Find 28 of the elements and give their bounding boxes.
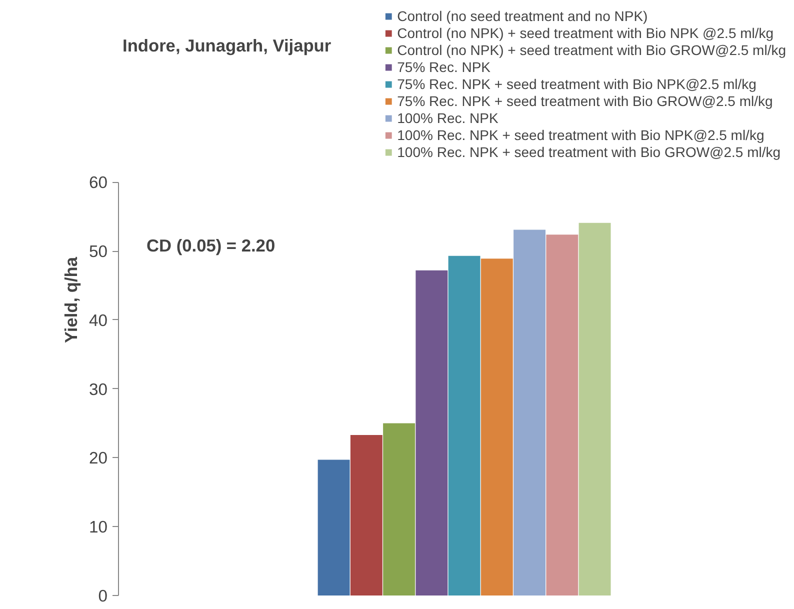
bar (383, 423, 416, 596)
y-tick-label: 10 (88, 518, 108, 537)
y-tick-label: 0 (98, 586, 108, 606)
y-tick-label: 40 (88, 310, 108, 330)
annotation: CD (0.05) = 2.20 (146, 236, 276, 256)
bar (514, 230, 546, 596)
bar (578, 222, 611, 596)
y-tick-label: 30 (88, 380, 108, 399)
bar (448, 256, 480, 596)
legend-label: Control (no NPK) + seed treatment with Bio GROW@2.5 ml/kg (397, 42, 786, 58)
bar (318, 460, 350, 596)
legend-label: 100% Rec. NPK + seed treatment with Bio NPK@2.5 ml/kg (397, 127, 764, 143)
y-tick-label: 20 (88, 448, 108, 468)
legend-label: 75% Rec. NPK + seed treatment with Bio NPK@2.5 ml/kg (397, 76, 756, 92)
y-tick-label: 50 (88, 242, 108, 262)
y-tick-label: 60 (88, 173, 108, 192)
bar (480, 258, 513, 596)
legend-label: 75% Rec. NPK + seed treatment with Bio GROW@2.5 ml/kg (397, 93, 773, 109)
bar (350, 435, 382, 596)
bar (416, 270, 448, 596)
chart-title: Indore, Junagarh, Vijapur (122, 36, 332, 56)
legend-label: Control (no NPK) + seed treatment with Bio NPK @2.5 ml/kg (397, 25, 774, 41)
bar (546, 234, 578, 596)
y-axis-title: Yield, q/ha (60, 256, 81, 344)
legend-label: 100% Rec. NPK (397, 110, 498, 126)
legend-label: Control (no seed treatment and no NPK) (397, 8, 648, 24)
legend-label: 100% Rec. NPK + seed treatment with Bio GROW@2.5 ml/kg (397, 144, 781, 160)
legend-label: 75% Rec. NPK (397, 59, 491, 75)
